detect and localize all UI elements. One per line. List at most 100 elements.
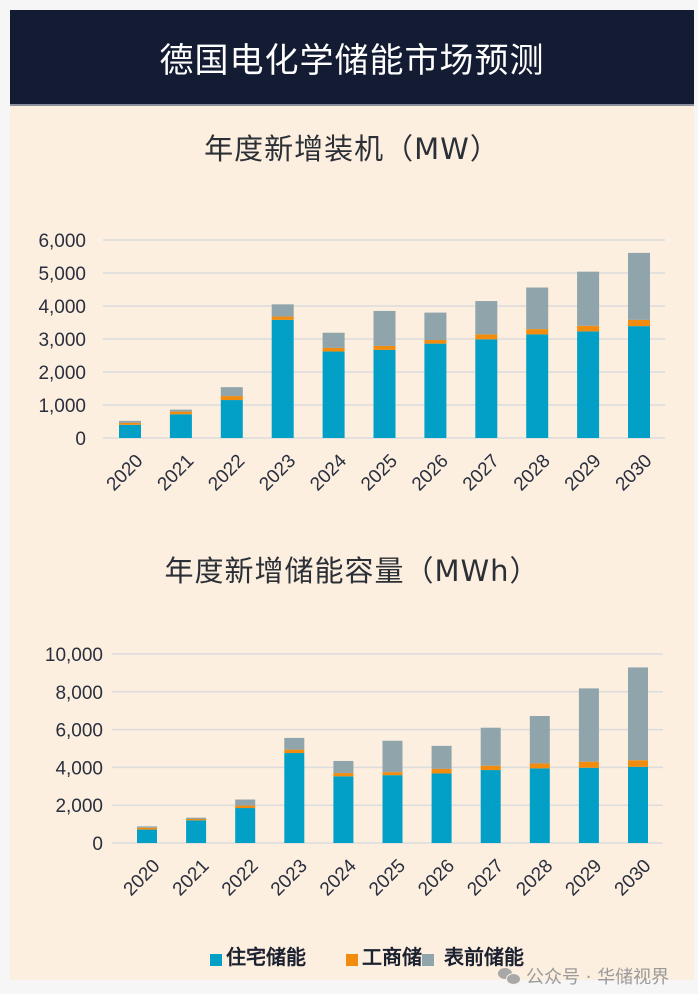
y-tick-label: 6,000 [55,721,103,742]
bar-residential [373,349,396,438]
bar-residential [284,753,305,843]
legend-label-utility: 表前储能 [444,944,524,969]
x-tick-label: 2021 [154,451,199,496]
legend-swatch-utility [422,953,434,966]
bar-residential [333,776,354,843]
bar-commercial [526,329,549,335]
y-tick-label: 0 [75,429,86,450]
bar-residential [529,768,550,843]
bar-utility [373,310,396,346]
legend-item-utility: 表前储能 [422,941,524,970]
x-tick-label: 2028 [510,451,555,496]
bar-utility [235,799,256,806]
y-tick-label: 6,000 [38,231,86,252]
bar-commercial [577,325,600,332]
legend-swatch-commercial [346,953,358,966]
wechat-icon [498,968,521,985]
y-tick-label: 8,000 [55,683,103,704]
legend-item-commercial: 工商储 [324,941,422,970]
x-tick-label: 2022 [218,856,263,901]
bar-residential [137,829,157,843]
legend-label-commercial: 工商储 [362,944,422,969]
watermark: 公众号 · 华储视界 [498,963,669,989]
bar-utility [424,312,447,340]
x-tick-label: 2024 [306,450,351,495]
bar-commercial [424,339,447,344]
bar-utility [137,826,157,828]
legend-swatch-residential [210,953,222,966]
x-tick-label: 2025 [365,856,410,901]
bar-commercial [628,319,650,327]
bar-utility [431,745,452,769]
bar-utility [186,817,207,819]
legend-label-residential: 住宅储能 [226,944,306,969]
y-tick-label: 2,000 [38,363,86,384]
bar-residential [424,343,447,438]
x-tick-label: 2023 [255,451,300,496]
bar-residential [577,331,600,438]
bar-residential [431,773,452,843]
y-tick-label: 5,000 [38,264,86,285]
bar-commercial [480,765,501,771]
bar-residential [628,766,648,843]
bar-utility [169,409,192,412]
bar-utility [333,760,354,774]
y-tick-label: 1,000 [38,396,86,417]
bar-residential [235,808,256,843]
bar-residential [119,424,141,438]
bar-commercial [186,818,207,821]
bar-commercial [373,345,396,350]
bar-utility [220,387,243,397]
bar-residential [271,319,294,438]
bar-commercial [119,422,141,425]
bar-utility [628,667,648,761]
bar-residential [628,326,650,438]
bar-utility [578,688,599,762]
y-tick-label: 3,000 [38,330,86,351]
bar-commercial [220,396,243,401]
bar-residential [526,334,549,438]
x-tick-label: 2024 [316,855,361,900]
x-tick-label: 2022 [204,451,249,496]
x-tick-label: 2020 [120,856,165,901]
bar-utility [480,727,501,766]
bar-utility [475,301,498,335]
y-tick-label: 4,000 [55,758,103,779]
bar-residential [169,414,192,438]
x-tick-label: 2028 [512,856,557,901]
bar-residential [475,339,498,438]
bar-residential [480,770,501,843]
bar-commercial [529,763,550,769]
bar-utility [271,304,294,317]
bar-commercial [322,347,345,352]
chart-title-mwh: 年度新增储能容量（MWh） [164,554,540,588]
bar-commercial [169,411,192,415]
y-tick-label: 4,000 [38,297,86,318]
x-tick-label: 2030 [612,451,657,496]
bar-residential [322,351,345,438]
x-tick-label: 2020 [103,451,148,496]
chart-title-mw: 年度新增装机（MW） [204,132,500,166]
bar-commercial [333,773,354,777]
bar-utility [526,287,549,330]
y-tick-label: 0 [92,834,103,855]
bar-residential [220,400,243,438]
bar-commercial [235,805,256,809]
x-tick-label: 2026 [414,856,459,901]
bar-commercial [475,334,498,340]
bar-utility [322,332,345,348]
bar-commercial [137,827,157,830]
bar-commercial [578,761,599,768]
x-tick-label: 2023 [267,856,312,901]
x-tick-label: 2025 [357,451,402,496]
x-tick-label: 2026 [408,451,453,496]
bar-utility [284,737,305,750]
bar-utility [577,271,600,326]
y-tick-label: 10,000 [45,645,103,666]
bar-commercial [284,749,305,754]
x-tick-label: 2030 [611,856,656,901]
x-tick-label: 2027 [459,451,504,496]
bar-commercial [271,316,294,320]
x-tick-label: 2021 [169,856,214,901]
